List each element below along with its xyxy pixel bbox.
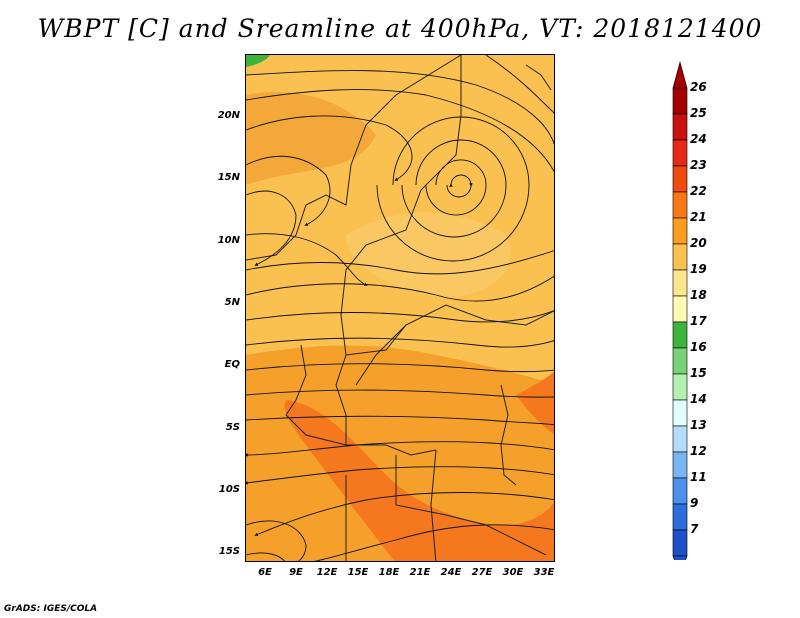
colorbar-swatch [672, 321, 688, 349]
colorbar-label: 12 [690, 444, 707, 458]
country-borders [246, 55, 554, 561]
lon-tick-label: 9E [289, 567, 303, 578]
lon-tick-label: 6E [258, 567, 272, 578]
lon-tick-label: 21E [409, 567, 431, 578]
colorbar-label: 17 [690, 314, 707, 328]
colorbar-label: 9 [690, 496, 699, 510]
colorbar-label: 13 [690, 418, 707, 432]
wbpt-field-22-north [246, 91, 376, 185]
colorbar-swatch [672, 113, 688, 141]
colorbar-label: 21 [690, 210, 707, 224]
lon-tick-label: 33E [533, 567, 555, 578]
colorbar-label: 23 [690, 158, 707, 172]
footer-credit: GrADS: IGES/COLA [4, 604, 98, 614]
colorbar-swatch [672, 451, 688, 479]
colorbar-swatch [672, 217, 688, 245]
colorbar-label: 20 [690, 236, 707, 250]
lat-tick-label: 5S [225, 422, 240, 433]
colorbar-bottom-arrow [672, 555, 688, 560]
colorbar-label: 24 [690, 132, 707, 146]
colorbar-label: 7 [690, 522, 699, 536]
lat-tick-label: EQ [224, 359, 240, 370]
colorbar-label: 26 [690, 80, 707, 94]
colorbar-swatches [672, 60, 688, 560]
colorbar-top-arrow [672, 60, 688, 89]
wbpt-field-22 [246, 345, 554, 561]
lat-tick-label: 15N [217, 172, 240, 183]
colorbar [672, 60, 688, 560]
lon-tick-label: 27E [471, 567, 493, 578]
colorbar-label: 14 [690, 392, 707, 406]
colorbar-label: 22 [690, 184, 707, 198]
wbpt-field-17 [246, 55, 270, 67]
colorbar-swatch [672, 191, 688, 219]
colorbar-swatch [672, 139, 688, 167]
colorbar-swatch [672, 399, 688, 427]
colorbar-label: 15 [690, 366, 707, 380]
streamlines [246, 55, 554, 561]
colorbar-swatch [672, 87, 688, 115]
colorbar-swatch [672, 243, 688, 271]
wbpt-field-20 [346, 212, 511, 297]
colorbar-swatch [672, 503, 688, 531]
colorbar-label: 11 [690, 470, 707, 484]
colorbar-swatch [672, 295, 688, 323]
lat-tick-label: 20N [217, 110, 240, 121]
colorbar-swatch [672, 373, 688, 401]
wbpt-field-23 [284, 400, 554, 561]
lat-tick-label: 5N [224, 297, 240, 308]
lon-tick-label: 18E [378, 567, 400, 578]
lat-tick-label: 10N [217, 235, 240, 246]
colorbar-swatch [672, 529, 688, 557]
colorbar-swatch [672, 269, 688, 297]
colorbar-label: 25 [690, 106, 707, 120]
lon-tick-label: 30E [502, 567, 524, 578]
lon-tick-label: 12E [316, 567, 338, 578]
colorbar-swatch [672, 477, 688, 505]
map-panel [245, 54, 555, 562]
colorbar-label: 16 [690, 340, 707, 354]
colorbar-label: 19 [690, 262, 707, 276]
lat-tick-label: 10S [218, 484, 240, 495]
wbpt-field-23-east [516, 371, 554, 434]
chart-title: WBPT [C] and Sreamline at 400hPa, VT: 20… [37, 14, 763, 43]
lon-tick-label: 15E [347, 567, 369, 578]
colorbar-swatch [672, 165, 688, 193]
lat-tick-label: 15S [218, 546, 240, 557]
colorbar-label: 18 [690, 288, 707, 302]
colorbar-swatch [672, 347, 688, 375]
colorbar-swatch [672, 425, 688, 453]
lon-tick-label: 24E [440, 567, 462, 578]
map-canvas [246, 55, 554, 561]
